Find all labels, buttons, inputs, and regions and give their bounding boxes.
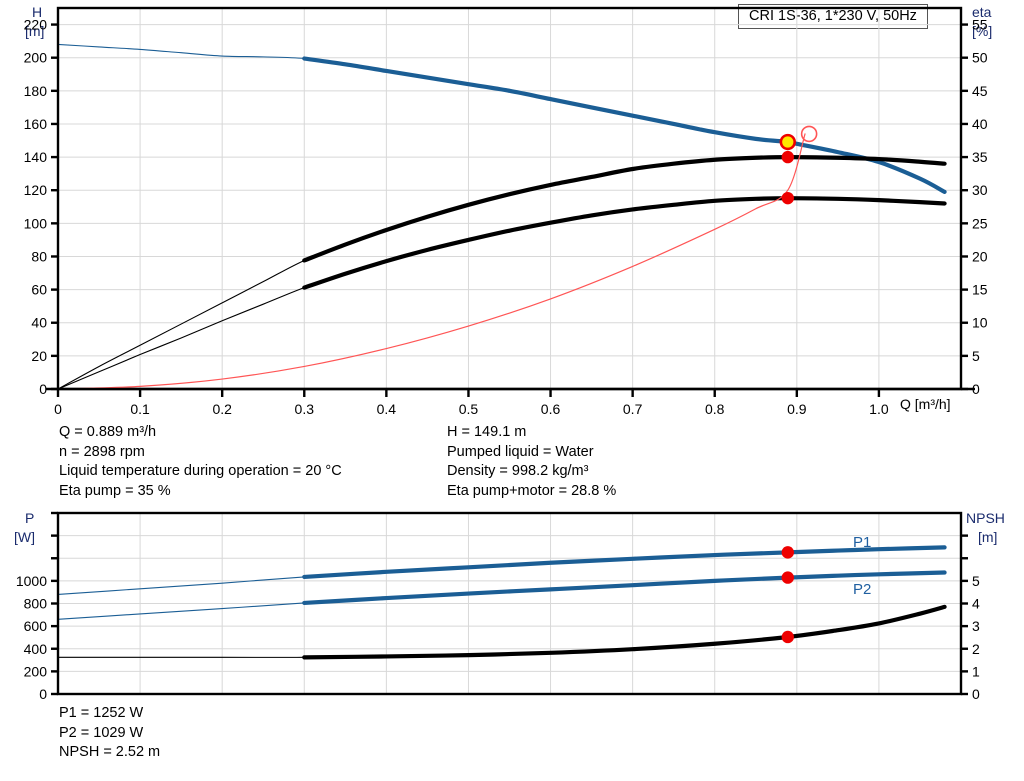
svg-text:1000: 1000 [16,573,47,589]
info-p1: P1 = 1252 W [59,705,144,721]
upper-axis-ticks: 0 20 40 60 80 100 120 140 160 180 200 220 0 5 10 15 20 25… [24,17,988,415]
p1-curve-tag: P1 [853,534,871,551]
svg-text:160: 160 [24,116,48,132]
svg-text:25: 25 [972,215,988,231]
svg-text:0: 0 [972,381,980,397]
lower-duty-point-markers [781,546,794,644]
lower-curves [57,545,947,660]
svg-text:140: 140 [24,149,48,165]
svg-text:220: 220 [24,17,48,33]
svg-text:15: 15 [972,282,988,298]
upper-right-axis-unit: [%] [972,23,992,39]
lower-left-axis-name: P [25,510,34,526]
lower-plot-frame [56,511,963,696]
svg-text:4: 4 [972,596,980,612]
svg-text:120: 120 [24,182,48,198]
info-p2: P2 = 1029 W [59,724,144,741]
svg-text:180: 180 [24,83,48,99]
svg-text:0.4: 0.4 [377,401,397,415]
upper-info-left: Q = 0.889 m³/h n = 2898 rpm Liquid tempe… [59,423,342,501]
upper-chart: H [m] eta [%] Q [m³/h] 02040608010012014… [24,4,993,415]
svg-text:0: 0 [39,686,47,702]
info-eta-pump-motor: Eta pump+motor = 28.8 % [447,482,617,499]
info-q: Q = 0.889 m³/h [59,424,157,440]
upper-right-axis-name: eta [972,4,992,20]
info-n: n = 2898 rpm [59,443,145,460]
svg-text:50: 50 [972,50,988,66]
svg-text:40: 40 [972,116,988,132]
p2-curve-tag: P2 [853,581,871,598]
info-density: Density = 998.2 kg/m³ [447,463,589,479]
svg-text:35: 35 [972,149,988,165]
upper-left-axis-name: H [32,4,42,20]
svg-text:40: 40 [31,315,47,331]
svg-text:55: 55 [972,17,988,33]
svg-text:0.9: 0.9 [787,401,807,415]
svg-text:0.6: 0.6 [541,401,561,415]
svg-text:80: 80 [31,248,47,264]
upper-curves [57,43,947,390]
svg-text:45: 45 [972,83,988,99]
upper-gridlines [58,8,961,390]
lower-right-axis-name: NPSH [966,510,1005,526]
lower-left-axis-unit: [W] [14,529,35,545]
svg-text:0: 0 [54,401,62,415]
upper-plot-frame [56,6,963,391]
lower-axis-ticks: 0 200 400 600 800 1000 0 1 2 3 4 5 [16,511,980,702]
upper-info-right: H = 149.1 m Pumped liquid = Water Densit… [447,423,616,501]
svg-text:100: 100 [24,215,48,231]
svg-text:200: 200 [24,50,48,66]
svg-text:30: 30 [972,182,988,198]
svg-text:0: 0 [39,381,47,397]
svg-text:3: 3 [972,618,980,634]
svg-text:0.2: 0.2 [212,401,232,415]
svg-text:0.7: 0.7 [623,401,643,415]
svg-text:1: 1 [972,663,980,679]
svg-text:60: 60 [31,282,47,298]
svg-text:5: 5 [972,573,980,589]
svg-text:20: 20 [31,348,47,364]
lower-info-left: P1 = 1252 W P2 = 1029 W NPSH = 2.52 m [59,704,160,763]
upper-x-axis-label: Q [m³/h] [900,396,951,412]
svg-text:0.8: 0.8 [705,401,725,415]
svg-text:0.5: 0.5 [459,401,479,415]
svg-text:800: 800 [24,596,48,612]
info-eta-pump: Eta pump = 35 % [59,482,171,499]
lower-chart: P [W] NPSH [m] 0 200 400 600 800 1000 0 1 2 3 4 5 P… [14,510,1005,702]
lower-gridlines [58,512,961,695]
svg-text:0.1: 0.1 [130,401,150,415]
info-h: H = 149.1 m [447,424,527,440]
svg-text:20: 20 [972,248,988,264]
svg-text:0: 0 [972,686,980,702]
svg-text:0.3: 0.3 [295,401,315,415]
svg-text:5: 5 [972,348,980,364]
svg-text:200: 200 [24,663,48,679]
svg-text:400: 400 [24,641,48,657]
info-temp: Liquid temperature during operation = 20… [59,463,342,479]
svg-text:2: 2 [972,641,980,657]
svg-text:600: 600 [24,618,48,634]
lower-right-axis-unit: [m] [978,529,997,545]
svg-text:1.0: 1.0 [869,401,889,415]
upper-left-axis-unit: [m] [25,23,44,39]
info-liquid: Pumped liquid = Water [447,443,594,460]
info-npsh: NPSH = 2.52 m [59,744,161,760]
svg-text:10: 10 [972,315,988,331]
upper-duty-point-markers [779,125,818,205]
